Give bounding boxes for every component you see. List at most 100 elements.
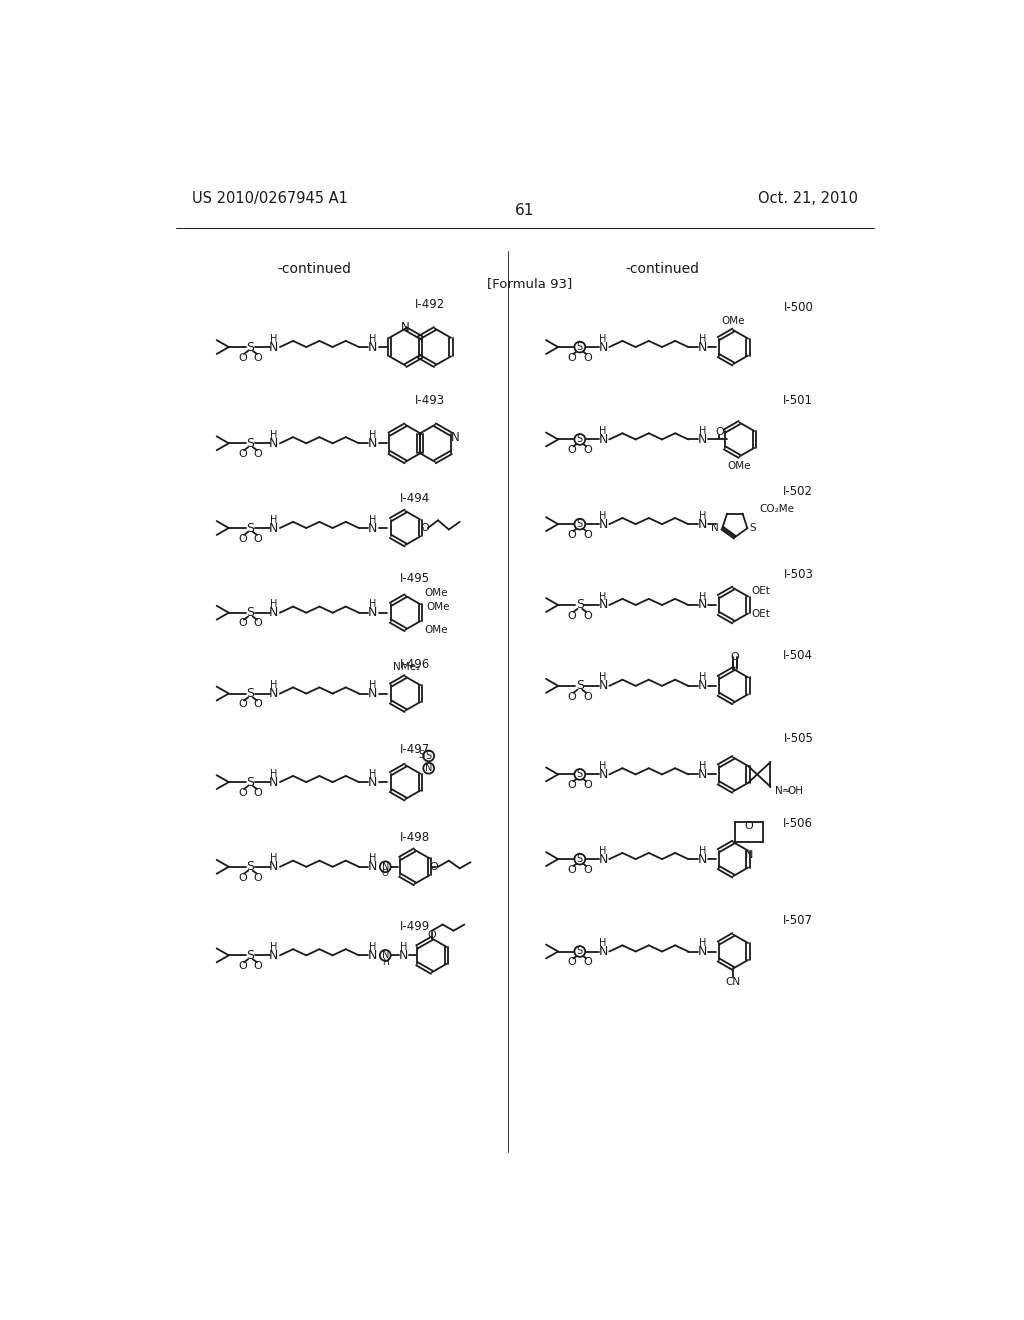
Text: H: H: [270, 430, 278, 440]
Text: H: H: [270, 768, 278, 779]
Text: I-494: I-494: [399, 492, 430, 506]
Text: CO₂Me: CO₂Me: [760, 504, 795, 513]
Text: OMe: OMe: [426, 602, 450, 611]
Text: ≈: ≈: [781, 787, 791, 796]
Text: O: O: [568, 780, 577, 791]
Text: S: S: [577, 342, 583, 352]
Text: N: N: [382, 862, 389, 871]
Text: I-505: I-505: [783, 733, 813, 746]
Text: O: O: [583, 445, 592, 455]
Circle shape: [574, 946, 586, 957]
Text: N: N: [269, 437, 279, 450]
Circle shape: [574, 434, 586, 445]
Text: OMe: OMe: [722, 315, 745, 326]
Text: H: H: [698, 591, 706, 602]
Text: O: O: [715, 426, 724, 437]
Text: S: S: [247, 686, 254, 700]
Text: I-498: I-498: [399, 832, 430, 843]
Text: N: N: [697, 945, 707, 958]
Text: I-504: I-504: [783, 648, 813, 661]
Text: H: H: [370, 599, 377, 610]
Text: N: N: [369, 606, 378, 619]
Text: N: N: [697, 853, 707, 866]
Text: O: O: [583, 692, 592, 702]
Text: H: H: [698, 846, 706, 855]
Text: S: S: [247, 437, 254, 450]
Text: S: S: [750, 523, 757, 533]
Text: OMe: OMe: [424, 587, 447, 598]
Text: H: H: [698, 334, 706, 343]
Text: H: H: [698, 672, 706, 682]
Text: O: O: [568, 957, 577, 968]
Text: N: N: [598, 945, 608, 958]
Text: N: N: [369, 341, 378, 354]
Circle shape: [574, 770, 586, 780]
Text: O: O: [568, 445, 577, 455]
Text: N: N: [269, 861, 279, 874]
Text: O: O: [730, 652, 739, 663]
Text: S: S: [247, 341, 254, 354]
Text: S: S: [577, 434, 583, 445]
Text: I-499: I-499: [399, 920, 430, 933]
Text: H: H: [370, 680, 377, 690]
Text: H: H: [270, 515, 278, 524]
Text: H: H: [370, 768, 377, 779]
Text: H: H: [698, 760, 706, 771]
Text: N: N: [697, 598, 707, 611]
Text: O: O: [568, 352, 577, 363]
Text: O: O: [254, 449, 262, 459]
Text: O: O: [239, 619, 247, 628]
Text: N: N: [697, 768, 707, 781]
Text: OMe: OMe: [728, 461, 752, 471]
Text: N: N: [697, 517, 707, 531]
Text: O: O: [239, 352, 247, 363]
Circle shape: [574, 854, 586, 865]
Text: O: O: [568, 611, 577, 620]
Text: H: H: [698, 511, 706, 520]
Text: O: O: [254, 788, 262, 797]
Text: S: S: [419, 750, 425, 760]
Text: S: S: [575, 680, 584, 693]
Text: CN: CN: [726, 977, 740, 987]
Text: N: N: [598, 598, 608, 611]
Text: N: N: [269, 521, 279, 535]
Text: S: S: [577, 854, 583, 865]
Text: O: O: [583, 865, 592, 875]
Text: H: H: [270, 853, 278, 863]
Text: H: H: [400, 942, 408, 952]
Text: I-492: I-492: [415, 298, 445, 312]
Text: O: O: [254, 619, 262, 628]
Text: H: H: [270, 942, 278, 952]
Text: O: O: [254, 352, 262, 363]
Text: [Formula 93]: [Formula 93]: [486, 277, 572, 290]
Text: H: H: [370, 942, 377, 952]
Text: N: N: [712, 523, 719, 533]
Text: O: O: [239, 533, 247, 544]
Text: Oct. 21, 2010: Oct. 21, 2010: [758, 191, 858, 206]
Text: N: N: [399, 949, 409, 962]
Text: O: O: [744, 821, 753, 832]
Text: O: O: [421, 523, 429, 533]
Text: N: N: [369, 686, 378, 700]
Text: H: H: [698, 426, 706, 436]
Text: O: O: [254, 961, 262, 972]
Text: N: N: [369, 776, 378, 788]
Text: N: N: [369, 437, 378, 450]
Text: N: N: [598, 433, 608, 446]
Text: N: N: [697, 433, 707, 446]
Text: I-506: I-506: [783, 817, 813, 830]
Text: H: H: [698, 939, 706, 948]
Text: N: N: [369, 521, 378, 535]
Text: H: H: [270, 334, 278, 343]
Text: I-493: I-493: [415, 395, 445, 408]
Text: 61: 61: [515, 203, 535, 218]
Text: O: O: [568, 692, 577, 702]
Text: O: O: [429, 862, 437, 871]
Text: S: S: [426, 751, 432, 760]
Text: OEt: OEt: [752, 586, 771, 597]
Text: N: N: [697, 680, 707, 693]
Text: N: N: [401, 321, 410, 334]
Text: H: H: [370, 430, 377, 440]
Text: N: N: [598, 680, 608, 693]
Text: N: N: [598, 341, 608, 354]
